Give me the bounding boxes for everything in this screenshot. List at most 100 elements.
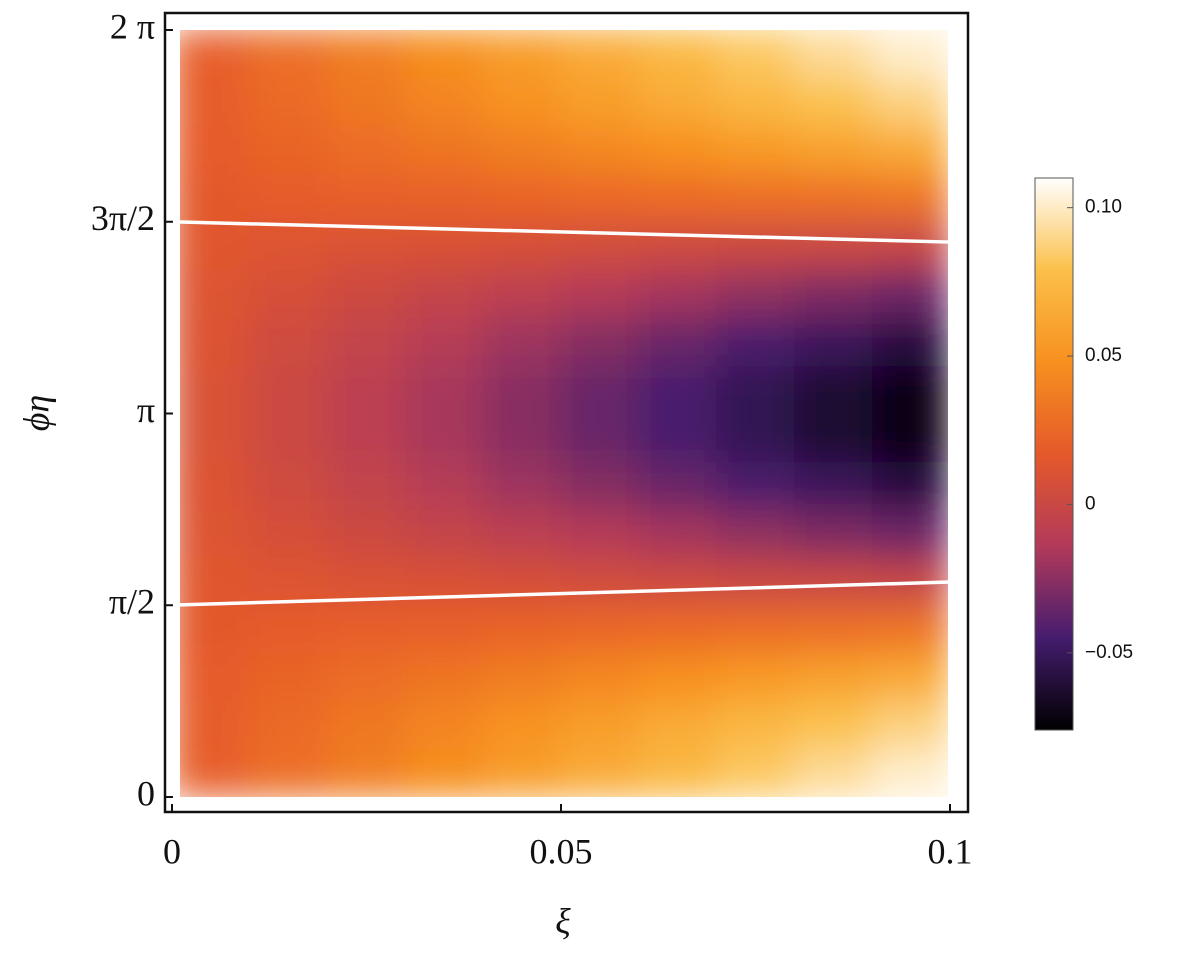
heatmap-cell xyxy=(871,77,948,127)
heatmap-cell xyxy=(793,30,873,79)
heatmap-cell xyxy=(638,652,718,702)
heatmap-cell xyxy=(716,221,795,271)
heatmap-cell xyxy=(871,173,948,223)
contour-line xyxy=(171,580,951,607)
heatmap-cell xyxy=(180,700,251,750)
heatmap-cell xyxy=(404,317,484,367)
heatmap-cell xyxy=(249,317,329,367)
heatmap-cell xyxy=(716,700,795,750)
heatmap-cell xyxy=(482,365,562,415)
heatmap-cell xyxy=(482,748,562,797)
heatmap-cell xyxy=(249,77,329,127)
heatmap-cell xyxy=(327,125,406,175)
heatmap-cell xyxy=(560,221,640,271)
heatmap-cell xyxy=(871,413,948,462)
heatmap-cell xyxy=(638,269,718,319)
heatmap xyxy=(180,30,948,797)
heatmap-cell xyxy=(482,508,562,558)
heatmap-cell xyxy=(404,30,484,79)
heatmap-cell xyxy=(560,700,640,750)
heatmap-cell xyxy=(638,365,718,415)
y-axis-label: ϕη xyxy=(16,395,56,432)
heatmap-cell xyxy=(716,77,795,127)
heatmap-cell xyxy=(180,269,251,319)
heatmap-cell xyxy=(793,652,873,702)
heatmap-cell xyxy=(404,77,484,127)
heatmap-cell xyxy=(638,77,718,127)
heatmap-cell xyxy=(871,700,948,750)
heatmap-cell xyxy=(793,700,873,750)
y-tick-label: 2 π xyxy=(110,6,155,46)
heatmap-cell xyxy=(482,700,562,750)
heatmap-cell xyxy=(327,221,406,271)
colorbar-tick-label: −0.05 xyxy=(1085,642,1133,663)
heatmap-cell xyxy=(482,460,562,510)
heatmap-cell xyxy=(482,30,562,79)
heatmap-cell xyxy=(249,748,329,797)
heatmap-cell xyxy=(716,556,795,606)
heatmap-cell xyxy=(871,652,948,702)
x-tick-label: 0.1 xyxy=(928,831,973,871)
heatmap-cell xyxy=(327,269,406,319)
heatmap-cell xyxy=(249,413,329,462)
heatmap-cell xyxy=(180,125,251,175)
heatmap-cell xyxy=(327,77,406,127)
heatmap-cell xyxy=(560,413,640,462)
heatmap-cell xyxy=(404,173,484,223)
y-tick-label: π xyxy=(137,390,155,430)
heatmap-cell xyxy=(716,652,795,702)
heatmap-cell xyxy=(560,748,640,797)
heatmap-cell xyxy=(560,269,640,319)
heatmap-cell xyxy=(871,460,948,510)
heatmap-cell xyxy=(716,365,795,415)
heatmap-cell xyxy=(404,652,484,702)
heatmap-cell xyxy=(482,269,562,319)
heatmap-cell xyxy=(327,460,406,510)
heatmap-cell xyxy=(716,460,795,510)
heatmap-cell xyxy=(638,556,718,606)
heatmap-cell xyxy=(404,748,484,797)
heatmap-cell xyxy=(249,365,329,415)
heatmap-cell xyxy=(638,604,718,654)
heatmap-cell xyxy=(482,173,562,223)
heatmap-cell xyxy=(793,221,873,271)
heatmap-cell xyxy=(560,556,640,606)
heatmap-cell xyxy=(716,30,795,79)
x-axis-label: ξ xyxy=(555,901,571,941)
heatmap-cell xyxy=(871,317,948,367)
heatmap-cell xyxy=(793,317,873,367)
heatmap-cell xyxy=(482,604,562,654)
heatmap-cell xyxy=(638,173,718,223)
heatmap-cell xyxy=(249,30,329,79)
heatmap-cell xyxy=(638,221,718,271)
heatmap-cell xyxy=(871,269,948,319)
heatmap-cell xyxy=(327,317,406,367)
heatmap-cell xyxy=(327,604,406,654)
heatmap-cell xyxy=(327,700,406,750)
heatmap-cell xyxy=(793,556,873,606)
contour-line xyxy=(171,220,951,244)
heatmap-cell xyxy=(638,460,718,510)
heatmap-cell xyxy=(180,652,251,702)
heatmap-cell xyxy=(793,508,873,558)
heatmap-cell xyxy=(638,125,718,175)
heatmap-cell xyxy=(482,652,562,702)
heatmap-cell xyxy=(638,508,718,558)
heatmap-cell xyxy=(560,30,640,79)
heatmap-cell xyxy=(871,221,948,271)
heatmap-cell xyxy=(327,413,406,462)
heatmap-cell xyxy=(716,748,795,797)
heatmap-cell xyxy=(793,77,873,127)
heatmap-cell xyxy=(560,604,640,654)
heatmap-cell xyxy=(716,317,795,367)
heatmap-cell xyxy=(793,413,873,462)
heatmap-cell xyxy=(871,604,948,654)
heatmap-cell xyxy=(871,508,948,558)
heatmap-cell xyxy=(404,700,484,750)
heatmap-cell xyxy=(249,125,329,175)
heatmap-cell xyxy=(404,365,484,415)
heatmap-cell xyxy=(560,652,640,702)
heatmap-cell xyxy=(180,556,251,606)
heatmap-cell xyxy=(716,269,795,319)
